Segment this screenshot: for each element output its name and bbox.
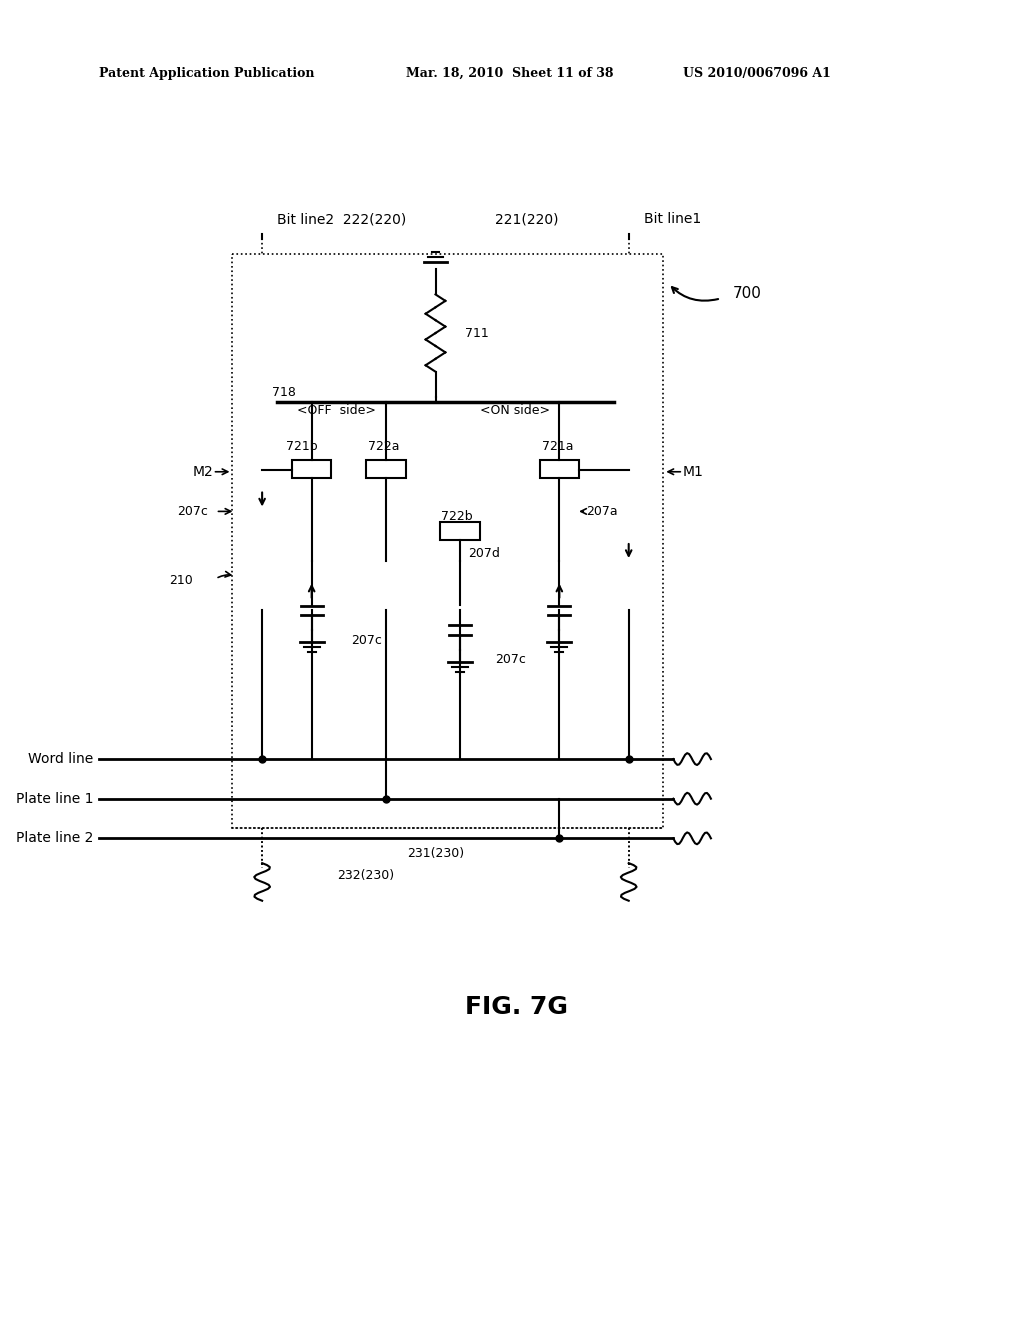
Text: FIG. 7G: FIG. 7G [465,995,568,1019]
Text: 711: 711 [465,326,489,339]
Text: M1: M1 [683,465,703,479]
Text: 221(220): 221(220) [495,213,558,226]
Text: 207c: 207c [495,653,525,667]
Text: 721a: 721a [542,441,573,454]
Text: <OFF  side>: <OFF side> [297,404,376,417]
Text: 207c: 207c [351,634,382,647]
Text: Mar. 18, 2010  Sheet 11 of 38: Mar. 18, 2010 Sheet 11 of 38 [406,67,613,81]
Text: Word line: Word line [29,752,94,766]
Text: 207d: 207d [468,548,500,561]
Text: Plate line 1: Plate line 1 [16,792,94,805]
Text: 231(230): 231(230) [407,846,464,859]
Text: 232(230): 232(230) [338,870,394,883]
Text: US 2010/0067096 A1: US 2010/0067096 A1 [683,67,831,81]
Text: 207c: 207c [177,504,208,517]
Text: Bit line2  222(220): Bit line2 222(220) [276,213,407,226]
Text: Patent Application Publication: Patent Application Publication [98,67,314,81]
Text: 210: 210 [169,574,193,587]
Text: 207a: 207a [586,504,617,517]
Text: Plate line 2: Plate line 2 [16,832,94,845]
Text: 700: 700 [733,286,762,301]
Text: 722b: 722b [441,510,473,523]
Text: <ON side>: <ON side> [480,404,550,417]
Text: Bit line1: Bit line1 [643,213,700,226]
Text: M2: M2 [193,465,213,479]
Text: 721b: 721b [286,441,317,454]
Text: 718: 718 [272,385,296,399]
Text: 722a: 722a [369,441,399,454]
